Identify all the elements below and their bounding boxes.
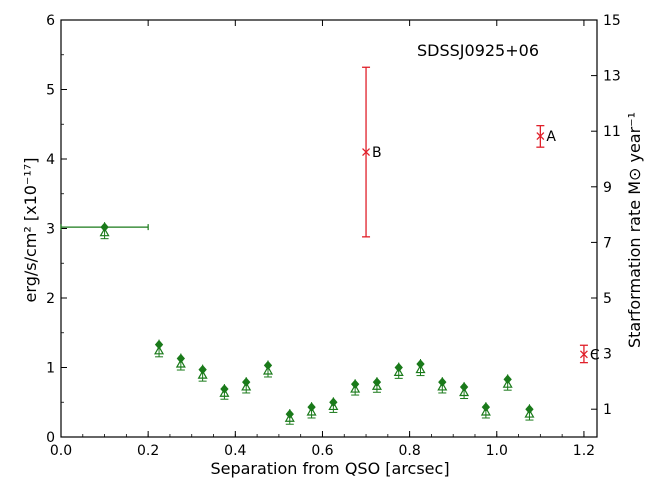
plot-frame xyxy=(60,19,598,438)
data-point-triangle xyxy=(350,383,361,393)
data-point-diamond xyxy=(350,379,360,389)
data-point-diamond xyxy=(176,353,186,364)
green-series xyxy=(60,222,535,425)
data-point-diamond xyxy=(416,359,425,369)
y-tick-label: 5 xyxy=(46,83,55,99)
data-point-diamond xyxy=(329,397,338,408)
y-tick-label: 1 xyxy=(46,361,55,377)
y-tick-label: 6 xyxy=(46,13,55,29)
x-tick-label: 1.2 xyxy=(573,443,595,459)
data-point-triangle xyxy=(306,406,317,416)
data-point-diamond xyxy=(459,382,469,392)
data-point-triangle xyxy=(219,388,230,397)
data-point-diamond xyxy=(372,377,382,387)
y2-tick-label: 3 xyxy=(603,347,612,363)
data-point-triangle xyxy=(502,378,513,388)
data-point-triangle xyxy=(480,406,491,416)
data-point-diamond xyxy=(525,404,534,414)
x-tick-label: 0.2 xyxy=(137,443,159,459)
data-point-triangle xyxy=(371,381,382,390)
x-tick-label: 0.4 xyxy=(224,443,246,459)
data-label: A xyxy=(546,129,556,145)
y2-tick-label: 11 xyxy=(603,124,621,140)
data-point-diamond xyxy=(220,384,229,394)
data-point-diamond xyxy=(263,360,273,371)
x-tick-label: 0.0 xyxy=(50,443,72,459)
y2-tick-label: 9 xyxy=(603,180,612,196)
x-tick-label: 0.6 xyxy=(311,443,333,459)
y2-axis-label: Starformation rate M⊙ year⁻¹ xyxy=(625,112,644,348)
data-point-diamond xyxy=(307,402,316,412)
data-point-triangle xyxy=(524,408,535,418)
y-tick-label: 0 xyxy=(46,430,55,446)
data-point-diamond xyxy=(438,377,447,387)
y2-tick-label: 5 xyxy=(603,291,612,307)
y-tick-label: 2 xyxy=(46,291,55,307)
data-point-triangle xyxy=(154,345,165,355)
data-point-diamond xyxy=(394,362,403,373)
chart-title: SDSSJ0925+06 xyxy=(417,41,539,60)
data-point-x xyxy=(536,132,545,141)
data-label: B xyxy=(372,145,382,161)
y-axis-label: erg/s/cm² [x10⁻¹⁷] xyxy=(21,158,40,303)
data-point-diamond xyxy=(503,374,512,385)
y-tick-label: 3 xyxy=(46,222,55,238)
data-point-x xyxy=(579,350,588,359)
y2-tick-label: 7 xyxy=(603,235,612,251)
data-label: C xyxy=(590,347,600,363)
data-point-triangle xyxy=(437,381,448,391)
data-point-diamond xyxy=(481,402,491,412)
y2-tick-label: 15 xyxy=(603,13,621,29)
data-point-triangle xyxy=(175,358,186,368)
data-point-x xyxy=(362,148,371,157)
data-point-triangle xyxy=(328,401,339,411)
x-tick-label: 1.0 xyxy=(486,443,508,459)
y2-tick-label: 13 xyxy=(603,69,621,85)
data-point-diamond xyxy=(242,377,251,387)
data-point-triangle xyxy=(197,369,208,379)
x-tick-label: 0.8 xyxy=(398,443,420,459)
data-point-diamond xyxy=(154,339,164,350)
data-point-triangle xyxy=(262,365,274,375)
data-point-triangle xyxy=(99,227,110,237)
data-point-triangle xyxy=(284,413,295,422)
y2-tick-label: 1 xyxy=(603,402,612,418)
data-point-triangle xyxy=(393,367,404,376)
data-point-triangle xyxy=(241,381,252,391)
data-point-triangle xyxy=(415,364,426,374)
data-point-triangle xyxy=(459,387,470,397)
data-point-diamond xyxy=(100,222,109,232)
y-tick-label: 4 xyxy=(46,152,55,168)
x-axis-label: Separation from QSO [arcsec] xyxy=(210,459,449,478)
data-point-diamond xyxy=(285,409,294,419)
red-series: A B C xyxy=(362,66,600,363)
data-point-diamond xyxy=(198,364,207,375)
